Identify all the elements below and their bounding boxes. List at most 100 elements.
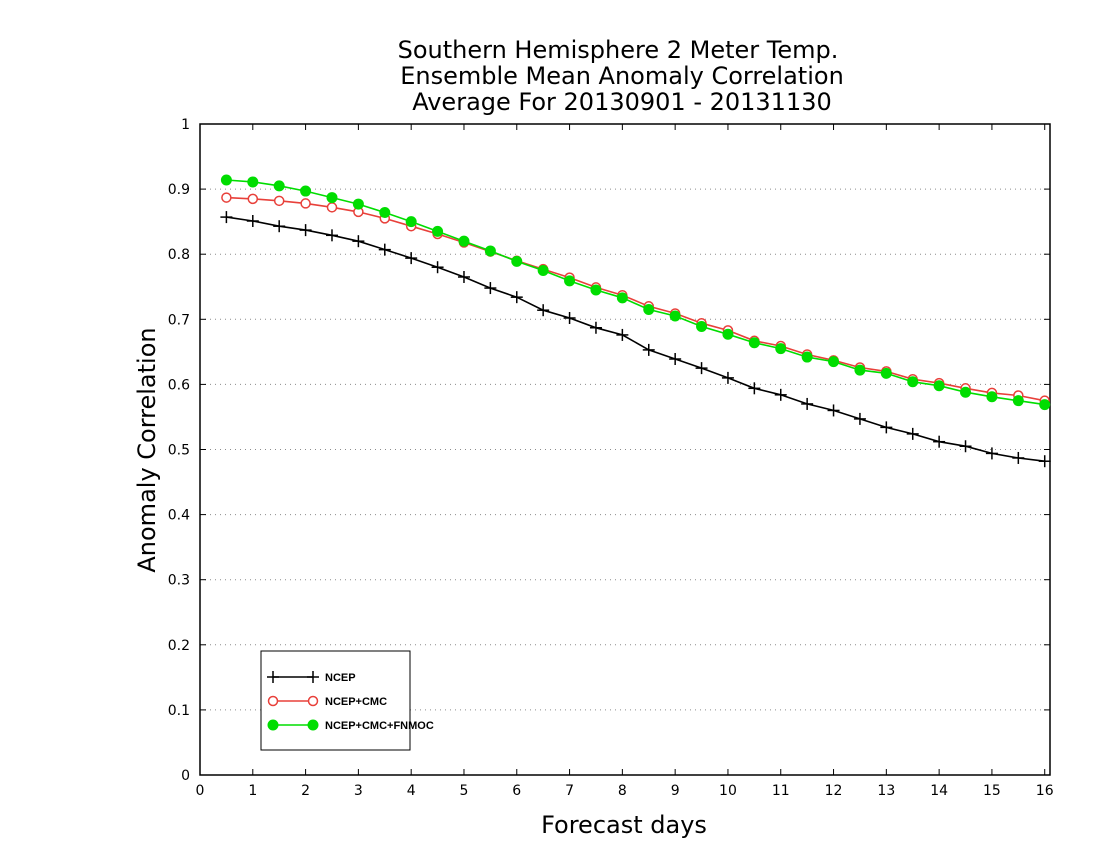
legend-marker [267,695,279,707]
legend-marker [307,671,319,683]
x-tick-label: 6 [512,783,521,799]
series-ncep [220,211,1051,468]
data-point [564,275,576,287]
legend: NCEP NCEP+CMC NCEP+CMC+FNMOC [260,650,434,751]
data-point [696,320,708,332]
data-point [986,391,998,403]
data-point [405,252,418,265]
x-tick-label: 2 [301,783,310,799]
legend-marker [307,719,319,731]
x-tick-label: 12 [825,783,843,799]
series-ncep-cmc-fnmoc [220,174,1051,411]
series-ncep-cmc [221,192,1050,406]
data-point [933,435,946,448]
data-point [300,185,312,197]
data-point [827,404,840,417]
data-point [880,367,892,379]
chart-title-line-2: Ensemble Mean Anomaly Correlation [400,62,844,90]
data-point [774,388,787,401]
x-tick-label: 3 [354,783,363,799]
data-point [300,198,311,209]
y-tick-label: 0.8 [168,247,190,263]
data-point [220,211,233,224]
data-point [801,397,814,410]
y-tick-label: 0.7 [168,312,190,328]
legend-marker [267,719,279,731]
data-point [220,174,232,186]
legend-item: NCEP+CMC+FNMOC [267,719,434,732]
data-point [748,382,761,395]
data-point [775,343,787,355]
x-tick-label: 10 [719,783,737,799]
data-point [1012,395,1024,407]
y-tick-label: 0.6 [168,377,190,393]
x-tick-label: 15 [983,783,1001,799]
y-tick-label: 0 [181,768,190,784]
data-point [589,321,602,334]
legend-label: NCEP [325,672,356,684]
data-point [405,216,417,228]
data-point [616,292,628,304]
chart-title: Southern Hemisphere 2 Meter Temp. Ensemb… [398,36,844,116]
y-tick-label: 0.1 [168,703,190,719]
data-point [854,364,866,376]
y-tick-label: 0.5 [168,443,190,459]
data-point [378,243,391,256]
x-tick-label: 8 [618,783,627,799]
data-point [537,304,550,317]
data-point [273,195,285,207]
data-point [511,255,523,267]
data-point [985,447,998,460]
axes: 0 1 2 3 4 5 6 7 8 9 10 11 12 13 14 15 1600.10.20.30.40.5… [168,117,1054,799]
data-point [432,225,444,237]
legend-marker [267,671,279,683]
x-tick-label: 0 [196,783,205,799]
data-point [590,284,602,296]
data-point [510,291,523,304]
x-tick-label: 7 [565,783,574,799]
data-point [379,207,391,219]
data-point [721,371,734,384]
data-point [1012,451,1025,464]
data-point [326,202,338,213]
data-point [642,343,655,356]
y-tick-label: 0.3 [168,573,190,589]
x-tick-label: 9 [671,783,680,799]
data-point [431,261,444,274]
data-point [853,412,866,425]
series-line [226,216,1045,462]
chart-title-line-1: Southern Hemisphere 2 Meter Temp. [398,36,839,64]
data-point [828,356,840,368]
data-point [273,220,286,233]
data-point [669,353,682,366]
series-layer [220,174,1051,468]
data-point [484,282,497,295]
data-point [273,180,285,192]
data-point [695,362,708,375]
x-axis-label: Forecast days [541,811,707,839]
legend-label: NCEP+CMC+FNMOC [325,720,434,732]
series-line [226,179,1045,406]
data-point [933,380,945,392]
data-point [959,440,972,453]
data-point [1039,399,1051,411]
y-tick-label: 0.4 [168,508,190,524]
data-point [960,386,972,398]
data-point [325,229,338,242]
series-line [226,196,1045,402]
data-point [616,328,629,341]
data-point [457,270,470,283]
data-point [247,176,259,188]
data-point [246,214,259,227]
data-point [1038,455,1051,468]
x-tick-label: 5 [460,783,469,799]
data-point [352,235,365,248]
data-point [352,198,364,210]
x-tick-label: 1 [248,783,257,799]
y-axis-label: Anomaly Correlation [133,327,161,572]
data-point [326,192,338,204]
data-point [722,328,734,340]
data-point [458,235,470,247]
x-tick-label: 11 [772,783,790,799]
